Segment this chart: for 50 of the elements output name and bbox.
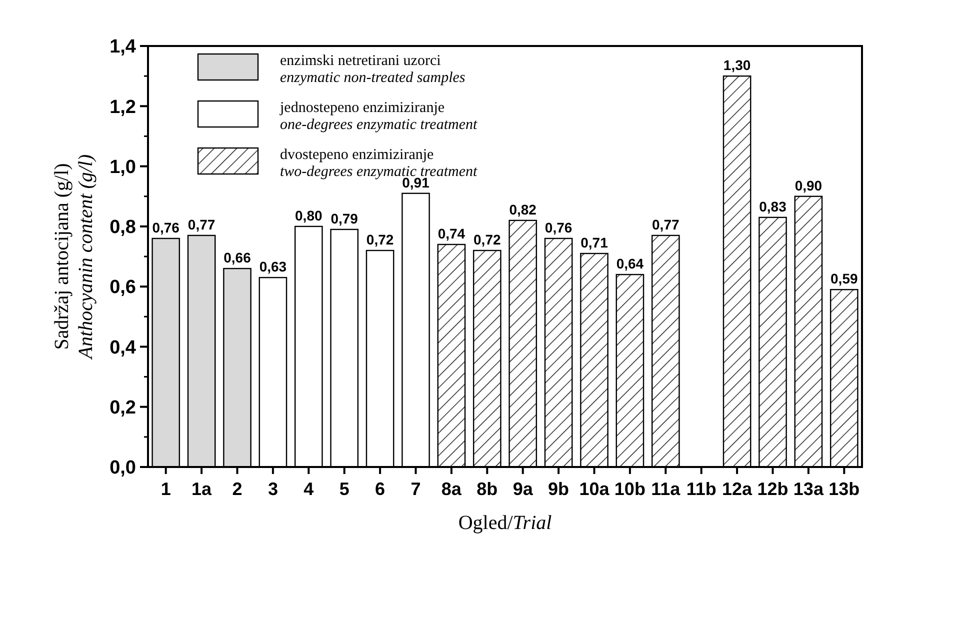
data-label: 0,90 [794,177,822,194]
x-tick-label: 9a [512,479,534,499]
data-label: 0,79 [330,210,358,226]
y-tick-label: 0,4 [110,337,136,358]
y-tick-label: 0,8 [110,217,136,238]
x-tick-label: 5 [339,479,350,499]
x-tick-label: 3 [268,479,278,499]
x-tick-label: 10a [579,479,610,499]
x-tick-label: 9b [548,479,570,499]
y-tick-label: 1,2 [110,96,136,118]
data-label: 0,77 [652,216,680,232]
x-tick-label: 12b [757,479,788,499]
x-tick-label: 7 [410,479,421,499]
data-label: 0,64 [616,256,644,272]
x-tick-label: 8b [476,479,498,499]
data-label: 0,76 [544,219,572,236]
y-axis-title: Sadržaj antocijana (g/l) Anthocyanin content (g/l) [51,154,97,361]
y-tick-label: 0,2 [110,398,136,419]
y-tick-label: 1,0 [110,156,136,178]
data-label: 1,30 [723,57,751,74]
x-tick-label: 13b [828,479,860,499]
x-tick-label: 1 [160,479,171,499]
data-label: 0,74 [438,225,466,242]
x-tick-label: 1a [192,479,213,499]
data-label: 0,80 [295,207,322,224]
y-tick-label: 0,0 [110,458,136,479]
data-label: 0,72 [366,231,394,248]
data-label: 0,77 [188,216,216,232]
x-axis-title: Ogled/Trial [458,512,552,534]
data-label: 0,63 [259,258,287,275]
y-tick-label: 1,4 [110,36,136,58]
x-tick-label: 6 [375,479,386,499]
data-label: 0,72 [474,231,501,248]
legend-label: enzimski netretirani uzorci enzymatic non-treated samples [280,53,466,86]
x-tick-label: 8a [441,479,462,499]
y-tick-label: 0,6 [110,277,136,298]
data-label: 0,71 [580,234,608,250]
data-label: 0,66 [224,250,252,266]
data-label: 0,59 [830,270,858,287]
x-tick-label: 11b [686,479,716,499]
x-tick-label: 12a [722,479,754,499]
data-label: 0,76 [152,219,180,236]
x-tick-label: 13a [793,479,824,499]
legend-label: jednostepeno enzimiziranje one-degrees enzymatic treatment [279,100,478,133]
data-label: 0,83 [759,198,787,214]
x-tick-label: 4 [304,479,314,499]
x-tick-label: 2 [232,479,242,499]
data-label: 0,82 [509,201,537,218]
x-tick-label: 11a [651,479,682,499]
x-tick-label: 10b [614,479,646,499]
